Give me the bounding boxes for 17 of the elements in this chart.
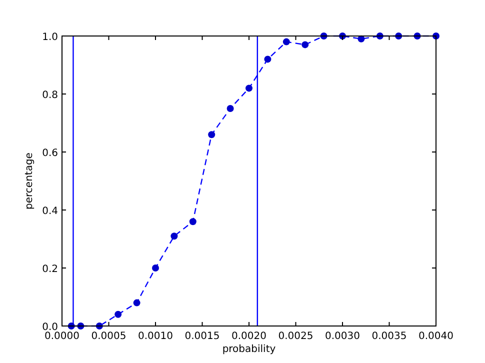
y-tick-label: 1.0: [42, 32, 58, 43]
y-axis-title: percentage: [24, 152, 35, 210]
x-tick-label: 0.0030: [325, 331, 360, 342]
y-tick-label: 0.0: [42, 322, 58, 333]
x-tick-label: 0.0005: [91, 331, 126, 342]
y-tick-label: 0.2: [42, 264, 58, 275]
x-tick-label: 0.0010: [138, 331, 173, 342]
x-tick-label: 0.0025: [278, 331, 314, 342]
x-tick-label: 0.0040: [418, 331, 454, 342]
y-tick-label: 0.8: [42, 90, 58, 101]
y-tick-label: 0.4: [42, 206, 58, 217]
x-tick-label: 0.0000: [44, 331, 80, 342]
x-tick-label: 0.0020: [232, 331, 266, 342]
x-tick-label: 0.0035: [372, 331, 407, 342]
y-tick-label: 0.6: [42, 148, 58, 159]
x-axis-title: probability: [222, 344, 276, 355]
x-tick-label: 0.0015: [184, 331, 220, 342]
